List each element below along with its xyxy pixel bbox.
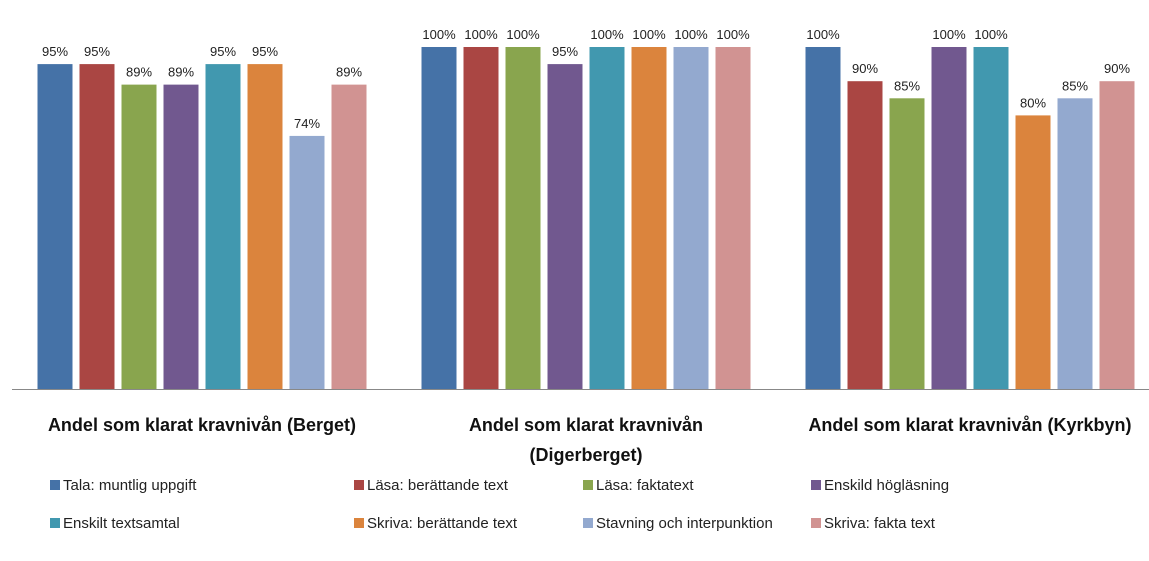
value-label: 100% bbox=[716, 27, 750, 42]
bar bbox=[847, 81, 883, 389]
bar bbox=[331, 84, 367, 390]
value-label: 85% bbox=[1062, 78, 1088, 93]
value-label: 89% bbox=[168, 65, 194, 80]
legend-swatch bbox=[50, 518, 60, 528]
bar bbox=[547, 64, 583, 389]
value-label: 100% bbox=[632, 27, 666, 42]
bar bbox=[1099, 81, 1135, 389]
bar bbox=[289, 135, 325, 389]
value-label: 85% bbox=[894, 78, 920, 93]
value-label: 95% bbox=[210, 44, 236, 59]
value-label: 100% bbox=[932, 27, 966, 42]
bar bbox=[463, 47, 499, 389]
value-label: 80% bbox=[1020, 95, 1046, 110]
bar bbox=[889, 98, 925, 390]
legend-label: Skriva: fakta text bbox=[824, 515, 936, 532]
value-label: 100% bbox=[464, 27, 498, 42]
bar bbox=[805, 47, 841, 389]
legend-swatch bbox=[354, 518, 364, 528]
value-label: 90% bbox=[1104, 61, 1130, 76]
bar bbox=[973, 47, 1009, 389]
legend-swatch bbox=[583, 518, 593, 528]
value-label: 100% bbox=[674, 27, 708, 42]
value-label: 100% bbox=[974, 27, 1008, 42]
bar bbox=[205, 64, 241, 389]
legend-label: Stavning och interpunktion bbox=[596, 515, 773, 532]
value-label: 95% bbox=[252, 44, 278, 59]
legend-swatch bbox=[583, 480, 593, 490]
value-label: 95% bbox=[552, 44, 578, 59]
value-label: 90% bbox=[852, 61, 878, 76]
legend-label: Enskilt textsamtal bbox=[63, 515, 180, 532]
value-label: 89% bbox=[336, 65, 362, 80]
value-label: 95% bbox=[84, 44, 110, 59]
bar bbox=[79, 64, 115, 389]
bar bbox=[121, 84, 157, 390]
legend-label: Skriva: berättande text bbox=[367, 515, 518, 532]
category-label: Andel som klarat kravnivån (Berget) bbox=[47, 415, 357, 435]
category-label: Andel som klarat kravnivån (Kyrkbyn) bbox=[808, 415, 1132, 435]
value-label: 89% bbox=[126, 65, 152, 80]
value-label: 100% bbox=[590, 27, 624, 42]
bar bbox=[37, 64, 73, 389]
bar bbox=[631, 47, 667, 389]
bar bbox=[1057, 98, 1093, 390]
legend-label: Enskild högläsning bbox=[824, 477, 949, 494]
value-label: 74% bbox=[294, 116, 320, 131]
category-label: Andel som klarat kravnivån (Digerberget) bbox=[468, 415, 704, 465]
legend-label: Tala: muntlig uppgift bbox=[63, 477, 197, 494]
bar bbox=[1015, 115, 1051, 390]
bar bbox=[163, 84, 199, 390]
bar bbox=[715, 47, 751, 389]
value-label: 100% bbox=[506, 27, 540, 42]
bar bbox=[931, 47, 967, 389]
legend-swatch bbox=[811, 480, 821, 490]
bar bbox=[589, 47, 625, 389]
bar bbox=[673, 47, 709, 389]
legend-label: Läsa: berättande text bbox=[367, 477, 509, 494]
legend-swatch bbox=[811, 518, 821, 528]
legend-swatch bbox=[354, 480, 364, 490]
value-label: 95% bbox=[42, 44, 68, 59]
bar bbox=[247, 64, 283, 389]
bar bbox=[505, 47, 541, 389]
bar bbox=[421, 47, 457, 389]
legend-swatch bbox=[50, 480, 60, 490]
value-label: 100% bbox=[806, 27, 840, 42]
value-label: 100% bbox=[422, 27, 456, 42]
legend-label: Läsa: faktatext bbox=[596, 477, 694, 494]
